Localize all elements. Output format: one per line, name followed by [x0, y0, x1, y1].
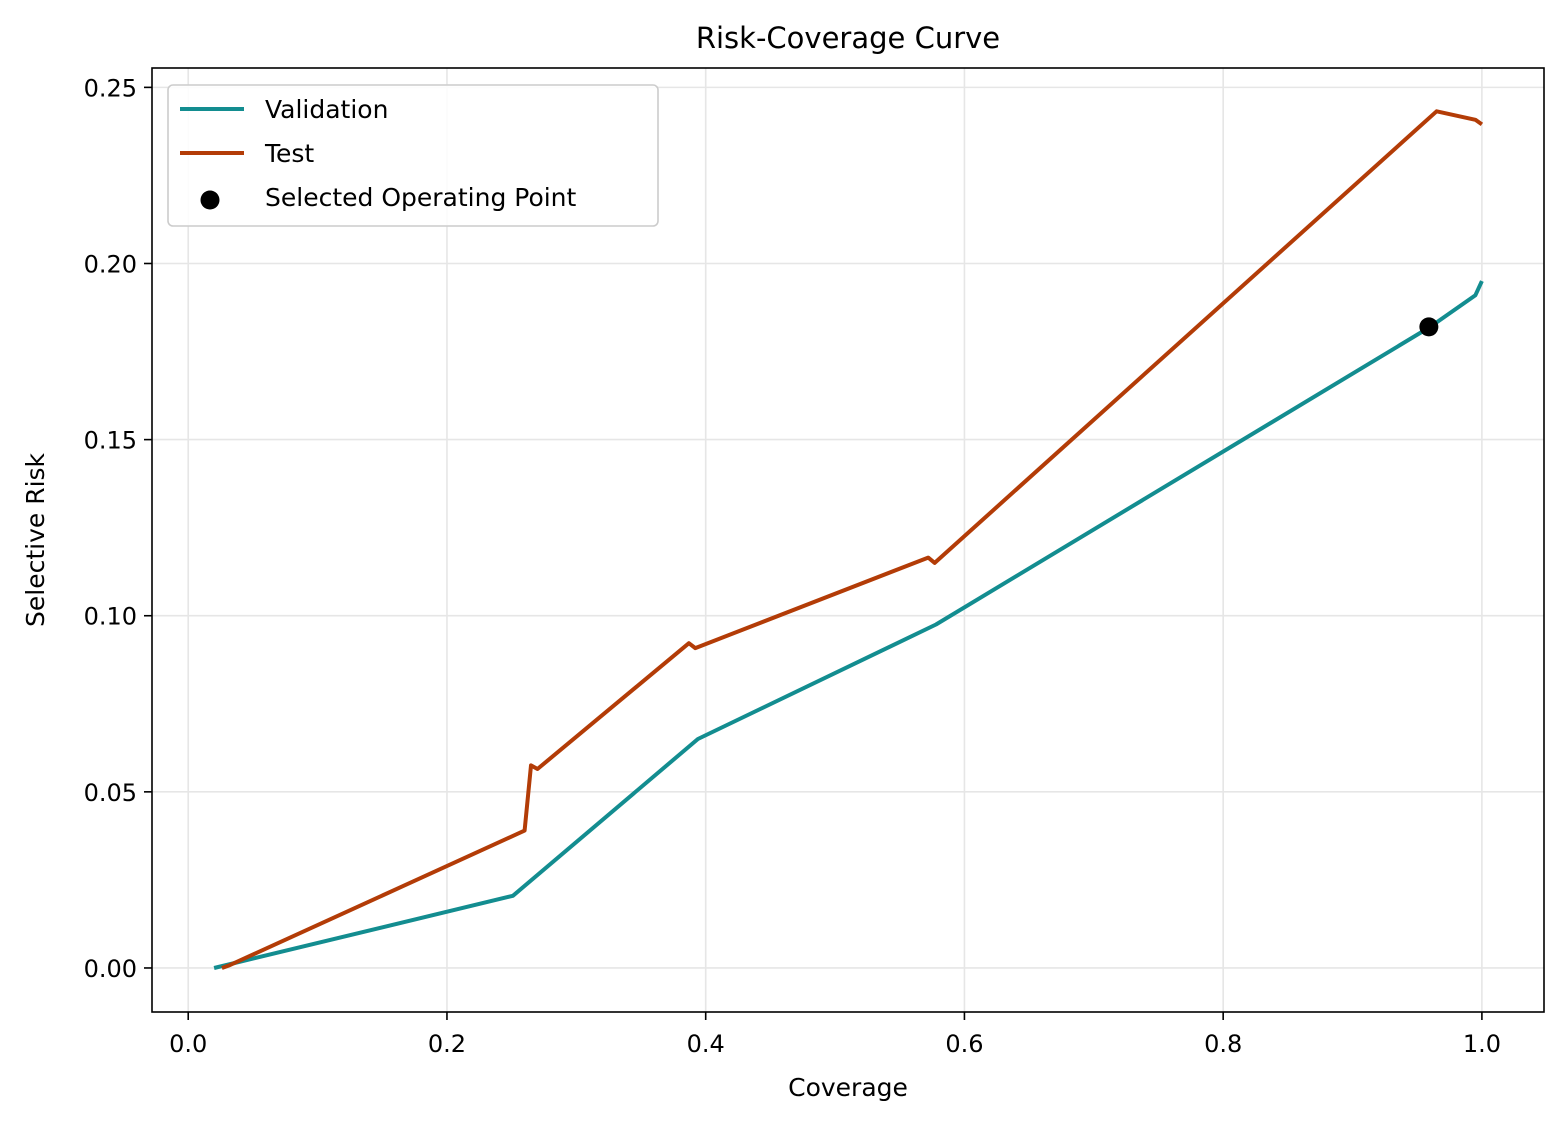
x-tick-label: 0.6: [945, 1030, 983, 1058]
y-tick-label: 0.20: [84, 250, 137, 278]
y-axis-label: Selective Risk: [21, 452, 50, 627]
x-tick-label: 0.2: [428, 1030, 466, 1058]
y-tick-label: 0.00: [84, 955, 137, 983]
x-axis-ticks: 0.0 0.2 0.4 0.6 0.8 1.0: [169, 1012, 1501, 1058]
series-line-test: [221, 109, 1484, 970]
series-layer: [213, 109, 1484, 970]
x-tick-label: 1.0: [1463, 1030, 1501, 1058]
series-line-validation: [213, 280, 1484, 970]
legend-label-test: Test: [264, 139, 314, 168]
x-axis-label: Coverage: [788, 1073, 908, 1102]
selected-operating-point-marker: [1419, 317, 1439, 337]
y-tick-label: 0.15: [84, 427, 137, 455]
legend: Validation Test Selected Operating Point: [167, 84, 659, 227]
plot-area-frame: [151, 67, 1545, 1013]
y-tick-label: 0.25: [84, 74, 137, 102]
legend-box: [167, 84, 659, 227]
legend-label-selected-operating-point: Selected Operating Point: [265, 183, 577, 212]
x-tick-label: 0.0: [169, 1030, 207, 1058]
y-axis-ticks: 0.00 0.05 0.10 0.15 0.20 0.25: [84, 74, 152, 983]
y-tick-label: 0.05: [84, 779, 137, 807]
y-tick-label: 0.10: [84, 603, 137, 631]
chart-title: Risk-Coverage Curve: [696, 21, 1000, 55]
x-tick-label: 0.8: [1204, 1030, 1242, 1058]
x-tick-label: 0.4: [687, 1030, 725, 1058]
legend-label-validation: Validation: [265, 95, 388, 124]
legend-swatch-selected-operating-point: [200, 190, 220, 210]
